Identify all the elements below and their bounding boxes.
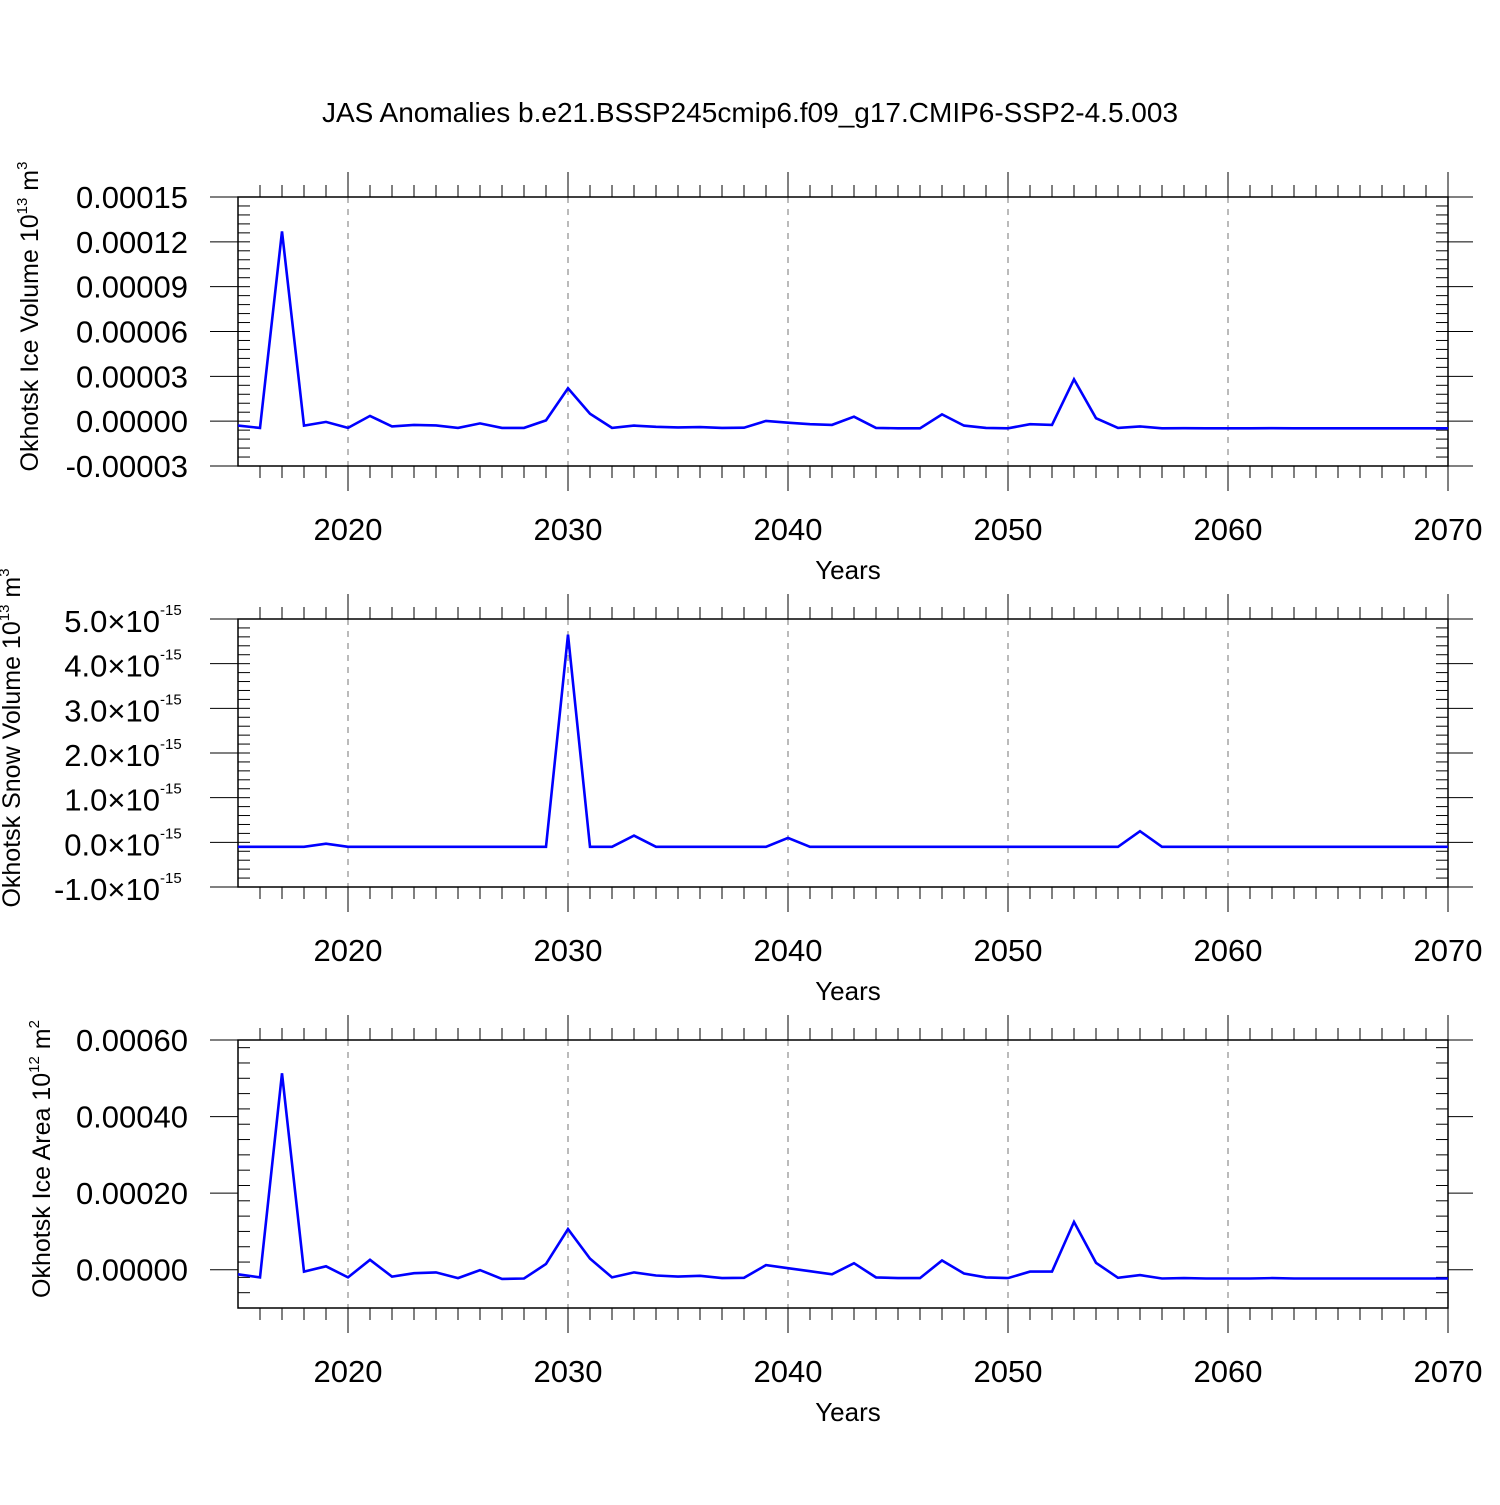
panel-1: 0.00015 0.00012 0.00009 0.00006 0.00003 0.000… xyxy=(14,162,1482,585)
x-tick-label: 2040 xyxy=(754,1354,823,1389)
y-tick-label: -1.0×10 xyxy=(54,872,160,907)
y-axis-label-text: Okhotsk Ice Area 10 xyxy=(28,1073,56,1298)
y-tick-label: 0.00009 xyxy=(76,270,188,305)
y-tick-mantissa: 1.0 xyxy=(64,783,107,818)
x-tick-label: 2070 xyxy=(1414,933,1483,968)
x-axis-label: Years xyxy=(815,976,881,1006)
y-axis-label-unit: m xyxy=(0,577,26,605)
y-axis-label: Okhotsk Snow Volume 1013 m3 xyxy=(0,568,26,907)
y-axis-label: Okhotsk Ice Area 1012 m2 xyxy=(26,1020,56,1298)
y-tick-times: ×10 xyxy=(107,738,160,773)
x-tick-label: 2040 xyxy=(754,512,823,547)
series-line-3 xyxy=(238,1073,1448,1279)
series-line-2 xyxy=(238,635,1448,847)
y-tick-times: ×10 xyxy=(107,649,160,684)
series-line-1 xyxy=(238,231,1448,428)
y-axis-label: Okhotsk Ice Volume 1013 m3 xyxy=(14,162,44,472)
y-tick-exponent: -15 xyxy=(160,825,182,842)
y-tick-mantissa: 0.0 xyxy=(64,827,107,862)
x-tick-label: 2030 xyxy=(534,933,603,968)
x-tick-label: 2020 xyxy=(314,933,383,968)
y-tick-times: ×10 xyxy=(107,693,160,728)
y-axis-label-exponent: 12 xyxy=(26,1056,43,1073)
y-tick-times: ×10 xyxy=(107,872,160,907)
y-tick-mantissa: -1.0 xyxy=(54,872,107,907)
y-axis-label-unit-exponent: 3 xyxy=(0,568,13,576)
y-tick-label: 4.0×10 xyxy=(64,649,160,684)
y-tick-mantissa: 2.0 xyxy=(64,738,107,773)
y-tick-label: 0.00012 xyxy=(76,225,188,260)
panel-2: 5.0×10-154.0×10-153.0×10-152.0×10-151.0×… xyxy=(0,568,1482,1006)
x-axis-label: Years xyxy=(815,1397,881,1427)
x-tick-label: 2050 xyxy=(974,933,1043,968)
y-tick-label: 0.00020 xyxy=(76,1176,188,1211)
y-tick-label: 0.00060 xyxy=(76,1023,188,1058)
y-tick-mantissa: 5.0 xyxy=(64,604,107,639)
y-tick-times: ×10 xyxy=(107,827,160,862)
y-tick-label: 3.0×10 xyxy=(64,693,160,728)
y-tick-label: 1.0×10 xyxy=(64,783,160,818)
y-axis-label-exponent: 13 xyxy=(0,605,13,622)
x-tick-label: 2040 xyxy=(754,933,823,968)
y-tick-times: ×10 xyxy=(107,604,160,639)
y-tick-exponent: -15 xyxy=(160,736,182,753)
y-axis-label-unit-exponent: 2 xyxy=(26,1020,43,1028)
y-axis-label-unit: m xyxy=(16,170,44,198)
x-tick-label: 2050 xyxy=(974,1354,1043,1389)
x-tick-label: 2070 xyxy=(1414,1354,1483,1389)
x-tick-label: 2030 xyxy=(534,512,603,547)
y-tick-label: 5.0×10 xyxy=(64,604,160,639)
y-tick-exponent: -15 xyxy=(160,781,182,798)
y-axis-label-text: Okhotsk Snow Volume 10 xyxy=(0,621,26,907)
y-tick-label: -0.00003 xyxy=(66,449,188,484)
y-tick-label: 0.00000 xyxy=(76,404,188,439)
y-tick-exponent: -15 xyxy=(160,647,182,664)
x-tick-label: 2060 xyxy=(1194,933,1263,968)
y-tick-exponent: -15 xyxy=(160,691,182,708)
y-tick-label: 0.00006 xyxy=(76,315,188,350)
y-tick-label: 0.00015 xyxy=(76,180,188,215)
y-tick-label: 2.0×10 xyxy=(64,738,160,773)
panel-3: 0.00060 0.00040 0.00020 0.00000 2020 2030 2040… xyxy=(26,1015,1482,1427)
y-axis-label-unit: m xyxy=(28,1028,56,1056)
x-tick-label: 2030 xyxy=(534,1354,603,1389)
y-axis-label-unit-exponent: 3 xyxy=(14,162,31,170)
x-tick-label: 2020 xyxy=(314,1354,383,1389)
y-tick-times: ×10 xyxy=(107,783,160,818)
y-axis-label-text: Okhotsk Ice Volume 10 xyxy=(16,214,44,471)
y-tick-label: 0.00040 xyxy=(76,1100,188,1135)
y-tick-label: 0.00000 xyxy=(76,1253,188,1288)
y-axis-label-exponent: 13 xyxy=(14,198,31,215)
y-tick-mantissa: 3.0 xyxy=(64,693,107,728)
x-tick-label: 2020 xyxy=(314,512,383,547)
figure-title: JAS Anomalies b.e21.BSSP245cmip6.f09_g17… xyxy=(322,97,1178,128)
x-tick-label: 2050 xyxy=(974,512,1043,547)
x-tick-label: 2060 xyxy=(1194,512,1263,547)
y-tick-mantissa: 4.0 xyxy=(64,649,107,684)
x-tick-label: 2070 xyxy=(1414,512,1483,547)
x-tick-label: 2060 xyxy=(1194,1354,1263,1389)
y-tick-label: 0.0×10 xyxy=(64,827,160,862)
x-axis-label: Years xyxy=(815,555,881,585)
y-tick-exponent: -15 xyxy=(160,602,182,619)
y-tick-exponent: -15 xyxy=(160,870,182,887)
y-tick-label: 0.00003 xyxy=(76,359,188,394)
